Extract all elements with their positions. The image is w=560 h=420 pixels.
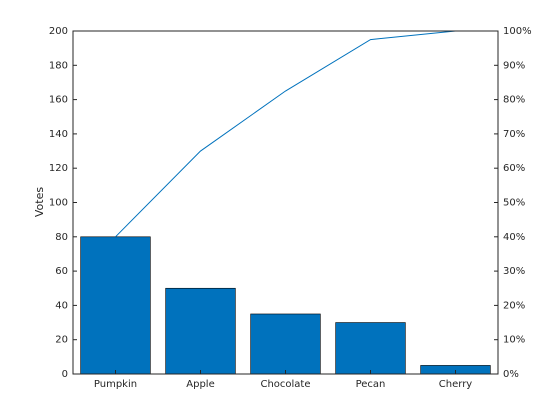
x-tick-label: Pumpkin — [94, 379, 137, 390]
y2-tick-label: 50% — [503, 198, 525, 209]
y2-tick-label: 100% — [503, 26, 532, 37]
y2-tick-label: 0% — [503, 369, 519, 380]
y-tick-label: 200 — [49, 26, 68, 37]
x-tick-label: Cherry — [439, 379, 473, 390]
y2-tick-label: 30% — [503, 266, 525, 277]
x-tick-label: Pecan — [356, 379, 386, 390]
y2-tick-label: 70% — [503, 129, 525, 140]
y-tick-label: 80 — [55, 232, 68, 243]
y-tick-label: 40 — [55, 300, 68, 311]
y2-tick-label: 80% — [503, 95, 525, 106]
y-tick-label: 100 — [49, 198, 68, 209]
x-tick-label: Apple — [186, 379, 214, 390]
y-tick-label: 20 — [55, 335, 68, 346]
y-tick-label: 160 — [49, 95, 68, 106]
y-tick-label: 140 — [49, 129, 68, 140]
y-tick-label: 180 — [49, 60, 68, 71]
x-tick-label: Chocolate — [260, 379, 310, 390]
y2-tick-label: 90% — [503, 60, 525, 71]
y-tick-label: 60 — [55, 266, 68, 277]
y2-tick-label: 40% — [503, 232, 525, 243]
bar — [80, 236, 151, 375]
bar — [250, 313, 321, 375]
y-tick-label: 120 — [49, 163, 68, 174]
y-tick-label: 0 — [62, 369, 68, 380]
y-axis-label: Votes — [33, 187, 46, 217]
bar — [165, 287, 236, 375]
y2-tick-label: 60% — [503, 163, 525, 174]
y2-tick-label: 10% — [503, 335, 525, 346]
bar — [335, 322, 406, 375]
y2-tick-label: 20% — [503, 300, 525, 311]
cumulative-line — [115, 30, 456, 238]
